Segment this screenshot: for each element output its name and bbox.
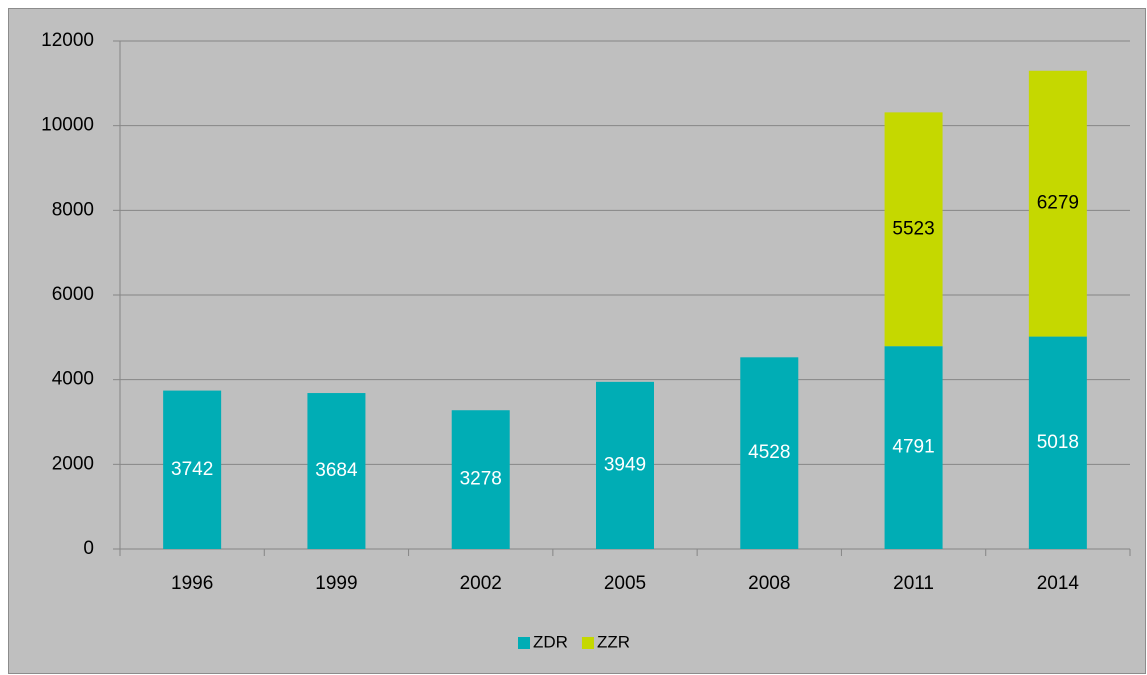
legend-swatch <box>518 637 530 649</box>
y-tick-label: 2000 <box>52 453 94 474</box>
bar <box>884 346 943 549</box>
legend-swatch <box>581 637 594 649</box>
x-tick-label: 1996 <box>171 573 213 594</box>
x-tick-label: 2005 <box>604 573 646 594</box>
data-label: 6279 <box>1037 193 1079 214</box>
bar <box>307 393 366 549</box>
x-tick-label: 2014 <box>1037 573 1080 594</box>
y-tick-label: 6000 <box>52 284 94 305</box>
bar <box>1028 336 1087 549</box>
y-tick-label: 12000 <box>41 30 94 51</box>
legend-label: ZDR <box>533 632 568 651</box>
x-tick-label: 1999 <box>315 573 357 594</box>
data-label: 5523 <box>892 218 934 239</box>
legend-label: ZZR <box>597 632 630 651</box>
bar <box>740 357 799 549</box>
data-label: 3949 <box>604 454 646 475</box>
bar <box>451 410 510 549</box>
y-tick-label: 4000 <box>52 369 94 390</box>
data-label: 4528 <box>748 442 790 463</box>
bar <box>884 112 943 347</box>
y-tick-label: 8000 <box>52 199 94 220</box>
chart-background <box>8 8 1146 674</box>
data-label: 3742 <box>171 459 213 480</box>
x-tick-label: 2008 <box>748 573 790 594</box>
bar <box>163 390 222 549</box>
data-label: 3278 <box>460 469 502 490</box>
data-label: 5018 <box>1037 432 1079 453</box>
data-label: 4791 <box>892 437 934 458</box>
y-tick-label: 0 <box>83 538 94 559</box>
y-tick-label: 10000 <box>41 115 94 136</box>
bar <box>596 381 654 549</box>
x-tick-label: 2011 <box>893 573 934 594</box>
data-label: 3684 <box>315 460 358 481</box>
x-tick-label: 2002 <box>460 573 502 594</box>
bar <box>1028 70 1087 337</box>
